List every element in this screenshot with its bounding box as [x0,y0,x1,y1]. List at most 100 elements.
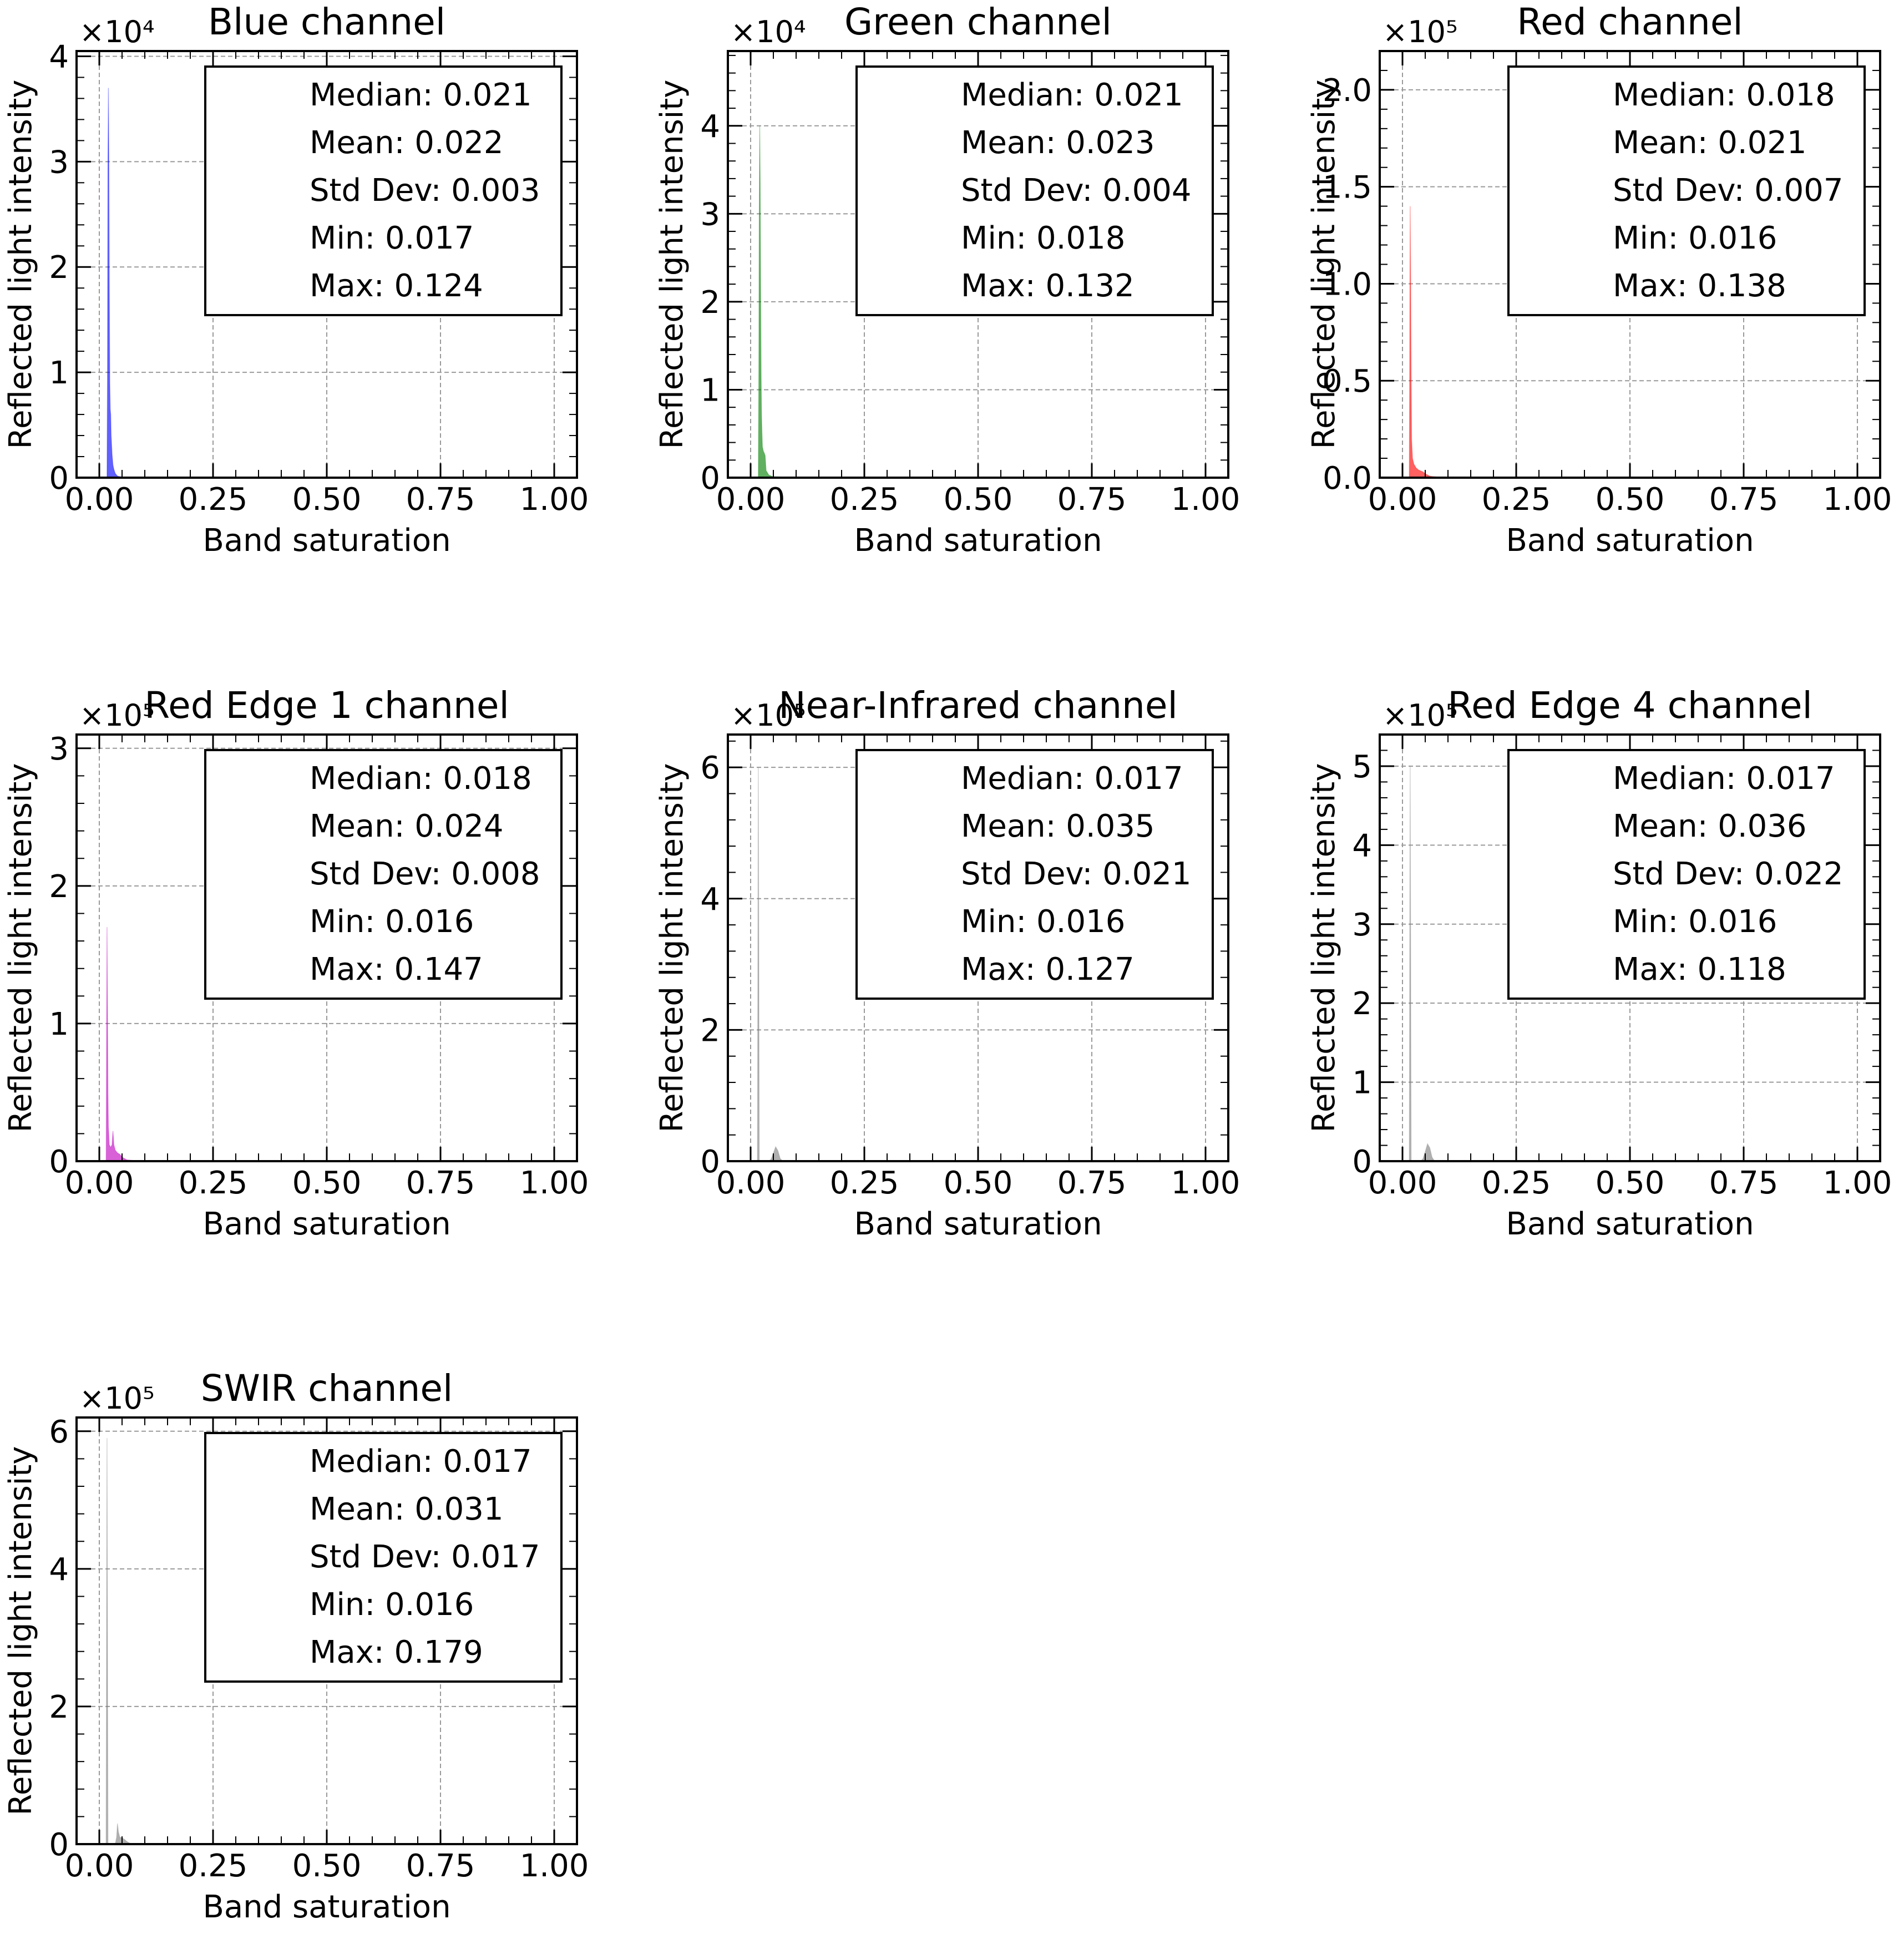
y-tick-label: 6 [700,750,720,786]
y-offset-label: ×10⁴ [79,14,155,49]
chart-panel: 0.00 0.25 0.50 0.75 1.00 0 2 4 6 ×10⁵Near-Infrare… [654,684,1240,1242]
chart-panel: 0.00 0.25 0.50 0.75 1.00 0.0 0.5 1.0 1.5 2.0 ×10⁵ R… [1306,1,1892,559]
stats-line: Max: 0.127 [961,951,1135,988]
stats-line: Median: 0.018 [310,761,532,797]
stats-line: Mean: 0.035 [961,808,1155,844]
x-axis-label: Band saturation [854,523,1102,559]
y-tick-label: 1.5 [1323,170,1372,206]
stats-line: Median: 0.018 [1613,77,1835,113]
stats-line: Median: 0.017 [1613,761,1835,797]
x-tick-label: 0.75 [406,1165,475,1201]
y-tick-label: 2 [49,250,69,286]
chart-title: Near-Infrared channel [778,684,1178,727]
y-tick-label: 5 [1352,749,1372,785]
y-tick-label: 3 [700,196,720,232]
x-tick-label: 0.00 [65,482,134,518]
y-tick-label: 3 [1352,907,1372,943]
stats-box [204,749,563,1000]
y-tick-label: 2 [1352,986,1372,1022]
chart-title: Red Edge 1 channel [144,684,509,727]
chart-title: Red Edge 4 channel [1447,684,1812,727]
chart-panel: 0.00 0.25 0.50 0.75 1.00 0 2 4 6 ×10⁵ SWIR channel… [3,1367,589,1925]
stats-line: Max: 0.147 [310,951,483,988]
chart-title: SWIR channel [201,1367,453,1410]
x-tick-label: 0.25 [830,482,899,518]
x-axis-label: Band saturation [202,1206,450,1242]
y-tick-label: 4 [700,109,720,145]
y-tick-label: 2.0 [1323,73,1372,109]
x-tick-label: 0.00 [716,482,786,518]
x-tick-label: 0.75 [1709,1165,1779,1201]
y-tick-label: 4 [49,39,69,75]
x-tick-label: 0.50 [292,1848,362,1884]
y-tick-label: 0 [1352,1144,1372,1180]
x-tick-label: 1.00 [520,1848,589,1884]
x-tick-label: 0.00 [716,1165,786,1201]
stats-line: Max: 0.118 [1613,951,1786,988]
histogram-area [107,88,156,478]
histogram-area [757,767,760,1162]
y-axis-label: Reflected light intensity [3,1446,39,1816]
chart-panel: 0.00 0.25 0.50 0.75 1.00 0 1 2 3 4 ×10⁴ Green chann… [654,1,1240,559]
x-tick-label: 0.25 [1482,482,1551,518]
y-tick-label: 0 [49,1144,69,1180]
x-tick-label: 0.50 [1596,1165,1665,1201]
stats-line: Mean: 0.023 [961,125,1155,161]
chart-panel: 0.00 0.25 0.50 0.75 1.00 0 1 2 3 4 ×10⁴ Blue channe… [3,1,589,559]
stats-line: Min: 0.016 [1613,904,1777,940]
x-tick-label: 0.75 [1057,1165,1127,1201]
x-tick-label: 0.50 [292,482,362,518]
y-axis-label: Reflected light intensity [654,763,690,1133]
x-tick-label: 1.00 [1171,482,1240,518]
chart-title: Blue channel [208,1,445,43]
y-offset-label: ×10⁴ [731,14,806,49]
stats-line: Min: 0.016 [310,1587,474,1623]
stats-line: Std Dev: 0.003 [310,173,540,209]
x-tick-label: 0.50 [1596,482,1665,518]
y-tick-label: 1.0 [1323,266,1372,302]
y-tick-label: 0 [49,460,69,497]
y-offset-label: ×10⁵ [731,698,806,733]
y-tick-label: 1 [700,372,720,408]
stats-line: Max: 0.179 [310,1634,483,1670]
x-tick-label: 0.00 [1368,1165,1437,1201]
histogram-area [1409,206,1466,478]
histogram-area [758,125,811,478]
y-offset-label: ×10⁵ [79,1381,155,1416]
histogram-area [1409,766,1412,1162]
y-tick-label: 1 [49,355,69,391]
stats-line: Std Dev: 0.017 [310,1539,540,1575]
y-axis-label: Reflected light intensity [3,763,39,1133]
x-tick-label: 0.75 [406,482,475,518]
x-tick-label: 0.25 [830,1165,899,1201]
y-tick-label: 0.0 [1323,460,1372,497]
x-tick-label: 0.75 [1057,482,1127,518]
stats-box [204,65,563,316]
histogram-area [767,1146,809,1162]
histogram-area [1420,1142,1456,1162]
y-axis-label: Reflected light intensity [1306,80,1342,449]
x-tick-label: 0.25 [1482,1165,1551,1201]
x-tick-label: 0.00 [65,1165,134,1201]
x-tick-label: 0.50 [292,1165,362,1201]
stats-line: Min: 0.016 [1613,220,1777,256]
stats-line: Min: 0.018 [961,220,1125,256]
x-tick-label: 0.25 [179,482,248,518]
y-offset-label: ×10⁵ [79,698,155,733]
x-axis-label: Band saturation [1506,1206,1754,1242]
x-tick-label: 1.00 [1171,1165,1240,1201]
x-tick-label: 0.00 [1368,482,1437,518]
stats-box [1507,65,1866,316]
x-tick-label: 0.25 [179,1848,248,1884]
x-tick-label: 0.75 [1709,482,1779,518]
y-tick-label: 4 [700,882,720,918]
stats-line: Median: 0.021 [310,77,532,113]
stats-line: Max: 0.138 [1613,268,1786,304]
stats-line: Median: 0.017 [961,761,1183,797]
stats-line: Std Dev: 0.022 [1613,856,1844,892]
stats-line: Std Dev: 0.007 [1613,173,1844,209]
stats-line: Max: 0.132 [961,268,1135,304]
stats-line: Mean: 0.024 [310,808,504,844]
histogram-area [105,927,166,1162]
